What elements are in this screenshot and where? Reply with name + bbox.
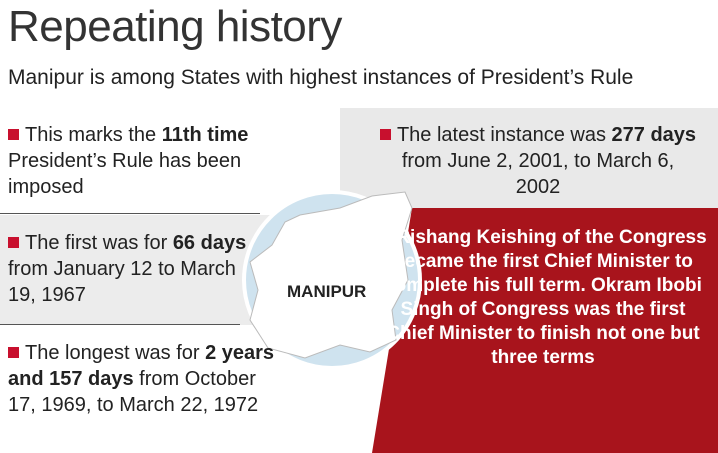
text: This marks the <box>25 124 162 146</box>
text: Rishang Keishing of the Congress became … <box>384 227 707 368</box>
text: from June 2, 2001, to March 6, 2002 <box>401 150 675 198</box>
text: from January 12 to March 19, 1967 <box>8 258 236 306</box>
text-bold: 277 days <box>611 124 697 146</box>
text-bold: 11th time <box>161 124 249 146</box>
subtitle: Manipur is among States with highest ins… <box>8 66 634 89</box>
divider <box>0 213 260 214</box>
fact: This marks the 11th time President’s Rul… <box>8 122 298 200</box>
highlight-panel <box>372 208 718 453</box>
text: The longest was for <box>25 342 206 364</box>
fact: The longest was for 2 years and 157 days… <box>8 340 283 418</box>
divider <box>0 324 240 325</box>
text: The first was for <box>25 232 173 254</box>
text-bold: 66 days <box>172 232 247 254</box>
map-shape <box>249 191 413 359</box>
text: The latest instance was <box>396 124 612 146</box>
text: from October 17, 1969, to March 22, 1972 <box>8 368 259 416</box>
highlight-text: Rishang Keishing of the Congress became … <box>378 226 708 370</box>
title: Repeating history <box>8 2 342 51</box>
text: President’s Rule has been imposed <box>8 150 242 198</box>
panel-bg <box>340 108 718 208</box>
map-label: MANIPUR <box>287 282 367 301</box>
fact: The latest instance was 277 days from Ju… <box>378 122 698 200</box>
fact: The first was for 66 days from January 1… <box>8 230 248 308</box>
text-bold: 2 years and 157 days <box>8 342 275 390</box>
